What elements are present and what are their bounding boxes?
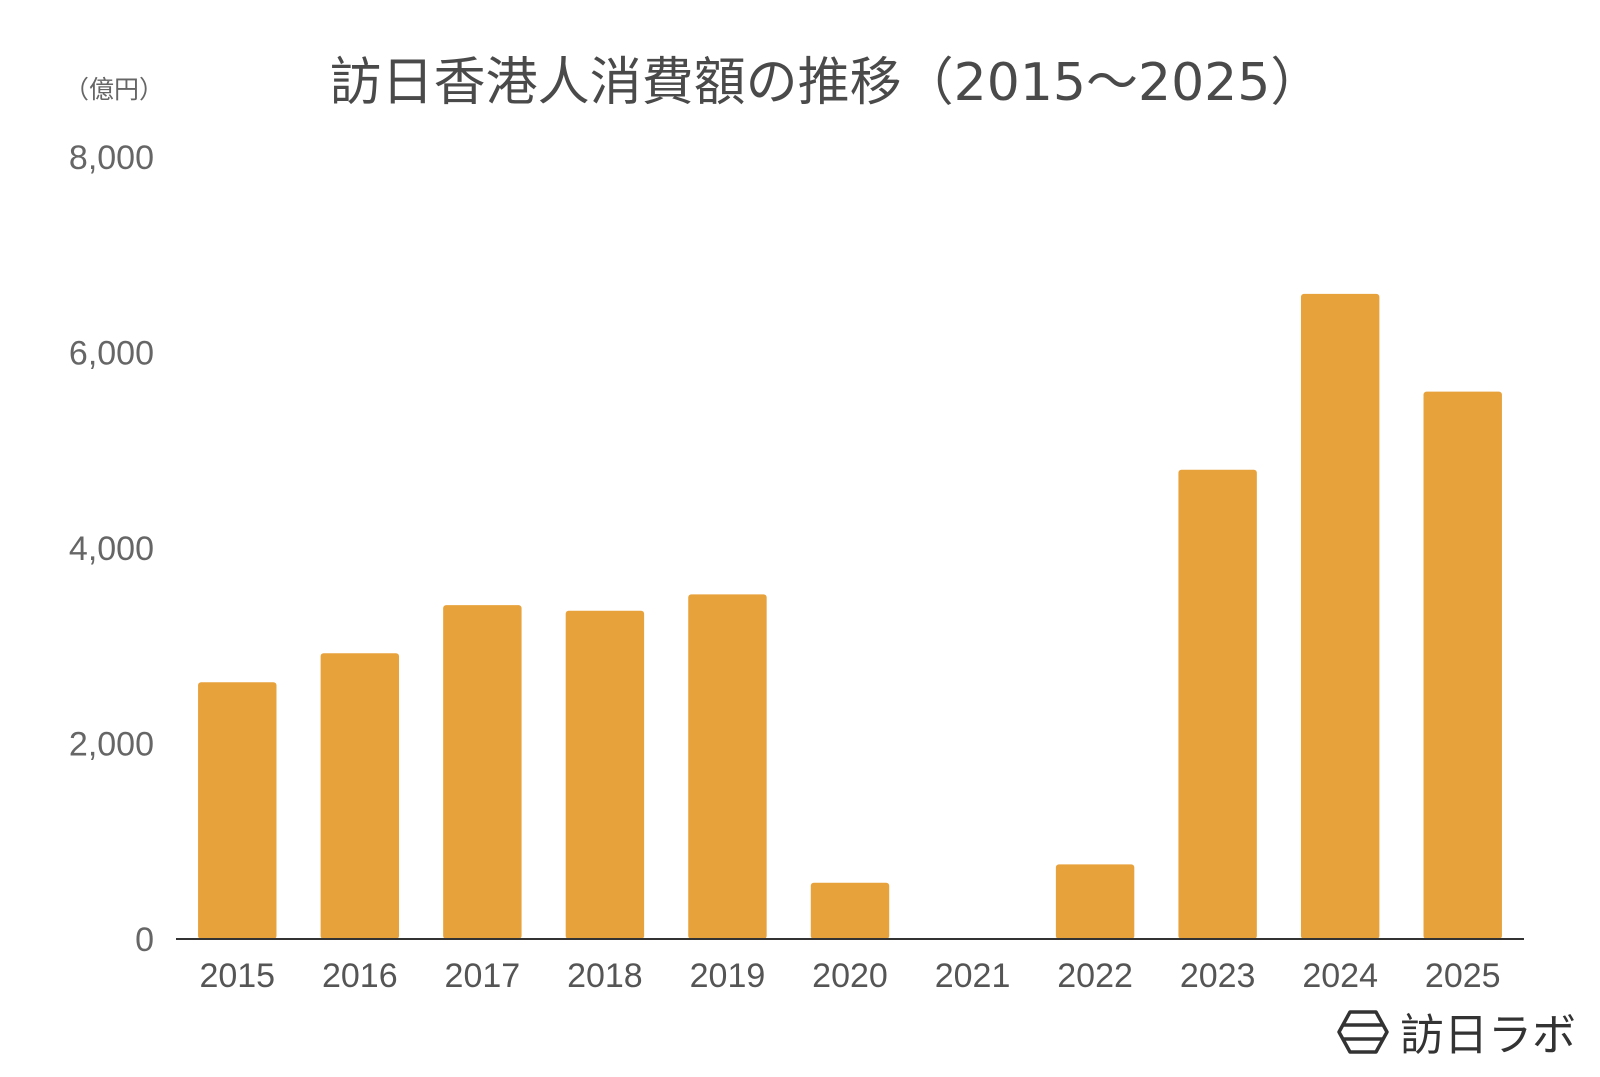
bar-2022 bbox=[1055, 864, 1135, 939]
y-tick-label: 4,000 bbox=[69, 530, 154, 568]
y-tick-label: 6,000 bbox=[69, 335, 154, 373]
x-tick-label-2021: 2021 bbox=[935, 957, 1011, 995]
x-tick-label-2015: 2015 bbox=[199, 957, 275, 995]
x-tick-label-2019: 2019 bbox=[690, 957, 766, 995]
x-tick-label-2023: 2023 bbox=[1180, 957, 1256, 995]
bar-2016 bbox=[320, 653, 400, 939]
x-tick-label-2020: 2020 bbox=[812, 957, 888, 995]
y-tick-label: 2,000 bbox=[69, 726, 154, 764]
x-tick-label-2016: 2016 bbox=[322, 957, 398, 995]
brand-logo: 訪日ラボ bbox=[1337, 1010, 1576, 1061]
x-tick-label-2017: 2017 bbox=[445, 957, 521, 995]
x-tick-label-2024: 2024 bbox=[1302, 957, 1378, 995]
y-tick-label: 0 bbox=[135, 921, 154, 959]
chart-title: 訪日香港人消費額の推移（2015～2025） bbox=[330, 53, 1323, 113]
y-axis-ticks: 0 2,000 4,000 6,000 8,000 bbox=[69, 139, 154, 959]
bars bbox=[198, 293, 1502, 940]
bar-2017 bbox=[443, 605, 522, 939]
y-axis-unit: （億円） bbox=[64, 75, 164, 104]
hexagon-logo-icon bbox=[1337, 1010, 1389, 1054]
bar-2024 bbox=[1300, 293, 1380, 940]
bar-2015 bbox=[198, 682, 277, 939]
bar-2025 bbox=[1423, 391, 1502, 940]
bar-2023 bbox=[1178, 469, 1257, 939]
bar-2018 bbox=[565, 610, 645, 939]
x-tick-label-2025: 2025 bbox=[1425, 957, 1501, 995]
bar-2020 bbox=[810, 882, 890, 939]
bar-2019 bbox=[688, 594, 767, 939]
brand-name: 訪日ラボ bbox=[1400, 1010, 1576, 1061]
y-tick-label: 8,000 bbox=[69, 139, 154, 177]
x-axis-ticks: 2015 2016 2017 2018 2019 2020 2021 2022 2023 2024… bbox=[199, 957, 1500, 995]
x-tick-label-2018: 2018 bbox=[567, 957, 643, 995]
x-tick-label-2022: 2022 bbox=[1057, 957, 1133, 995]
